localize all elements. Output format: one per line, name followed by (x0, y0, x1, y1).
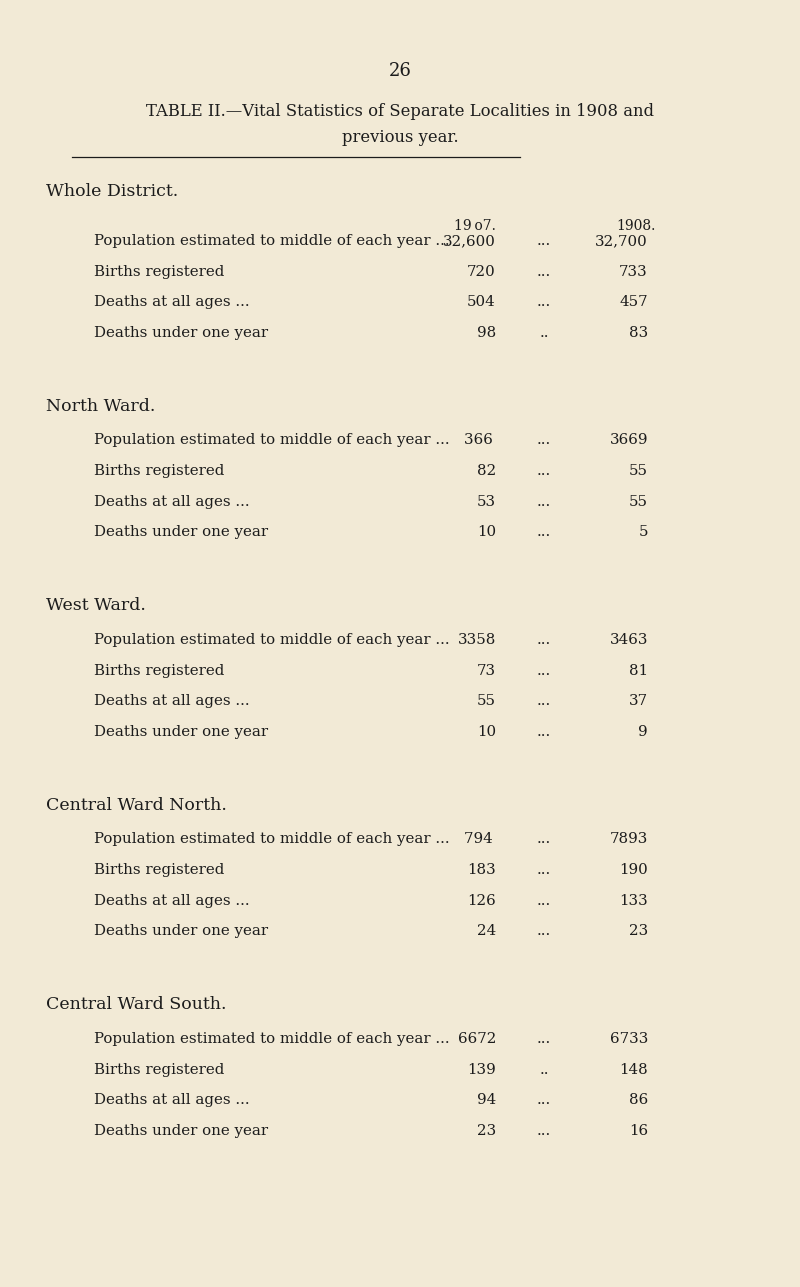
Text: 733: 733 (619, 265, 648, 278)
Text: 5: 5 (638, 525, 648, 539)
Text: previous year.: previous year. (342, 129, 458, 145)
Text: 10: 10 (477, 525, 496, 539)
Text: 457: 457 (619, 295, 648, 309)
Text: ...: ... (537, 924, 551, 938)
Text: Births registered: Births registered (94, 664, 225, 677)
Text: ...: ... (537, 434, 551, 448)
Text: 86: 86 (629, 1093, 648, 1107)
Text: ...: ... (537, 1093, 551, 1107)
Text: TABLE II.—Vital Statistics of Separate Localities in 1908 and: TABLE II.—Vital Statistics of Separate L… (146, 103, 654, 120)
Text: ...: ... (537, 664, 551, 677)
Text: 794: 794 (464, 833, 496, 847)
Text: West Ward.: West Ward. (46, 597, 146, 614)
Text: 148: 148 (619, 1063, 648, 1076)
Text: Deaths at all ages ...: Deaths at all ages ... (94, 893, 250, 907)
Text: 19 o7.: 19 o7. (454, 219, 496, 233)
Text: 3669: 3669 (610, 434, 648, 448)
Text: ...: ... (537, 1124, 551, 1138)
Text: 94: 94 (477, 1093, 496, 1107)
Text: ..: .. (539, 1063, 549, 1076)
Text: 3358: 3358 (458, 633, 496, 647)
Text: Deaths under one year: Deaths under one year (94, 924, 269, 938)
Text: 9: 9 (638, 725, 648, 739)
Text: 504: 504 (467, 295, 496, 309)
Text: Births registered: Births registered (94, 265, 225, 278)
Text: 16: 16 (629, 1124, 648, 1138)
Text: ...: ... (537, 525, 551, 539)
Text: 53: 53 (477, 494, 496, 508)
Text: 24: 24 (477, 924, 496, 938)
Text: Central Ward South.: Central Ward South. (46, 996, 227, 1013)
Text: ...: ... (537, 295, 551, 309)
Text: ...: ... (537, 1032, 551, 1046)
Text: 10: 10 (477, 725, 496, 739)
Text: 73: 73 (477, 664, 496, 677)
Text: Deaths at all ages ...: Deaths at all ages ... (94, 295, 250, 309)
Text: ...: ... (537, 465, 551, 477)
Text: Deaths at all ages ...: Deaths at all ages ... (94, 694, 250, 708)
Text: ...: ... (537, 234, 551, 248)
Text: ...: ... (537, 725, 551, 739)
Text: 7893: 7893 (610, 833, 648, 847)
Text: ...: ... (537, 833, 551, 847)
Text: Population estimated to middle of each year ...: Population estimated to middle of each y… (94, 833, 450, 847)
Text: 55: 55 (629, 494, 648, 508)
Text: 720: 720 (467, 265, 496, 278)
Text: Population estimated to middle of each year ...: Population estimated to middle of each y… (94, 633, 450, 647)
Text: Deaths at all ages ...: Deaths at all ages ... (94, 494, 250, 508)
Text: 6672: 6672 (458, 1032, 496, 1046)
Text: ..: .. (539, 326, 549, 340)
Text: Births registered: Births registered (94, 465, 225, 477)
Text: 183: 183 (467, 864, 496, 876)
Text: 23: 23 (629, 924, 648, 938)
Text: Deaths under one year: Deaths under one year (94, 326, 269, 340)
Text: Births registered: Births registered (94, 864, 225, 876)
Text: 133: 133 (619, 893, 648, 907)
Text: 366: 366 (464, 434, 496, 448)
Text: ...: ... (537, 494, 551, 508)
Text: ...: ... (537, 265, 551, 278)
Text: ...: ... (537, 694, 551, 708)
Text: Population estimated to middle of each year ...: Population estimated to middle of each y… (94, 1032, 450, 1046)
Text: ...: ... (537, 893, 551, 907)
Text: 55: 55 (629, 465, 648, 477)
Text: 32,700: 32,700 (595, 234, 648, 248)
Text: 37: 37 (629, 694, 648, 708)
Text: 6733: 6733 (610, 1032, 648, 1046)
Text: 32,600: 32,600 (443, 234, 496, 248)
Text: 190: 190 (619, 864, 648, 876)
Text: ...: ... (537, 864, 551, 876)
Text: Central Ward North.: Central Ward North. (46, 797, 227, 813)
Text: ...: ... (537, 633, 551, 647)
Text: 83: 83 (629, 326, 648, 340)
Text: Births registered: Births registered (94, 1063, 225, 1076)
Text: Whole District.: Whole District. (46, 183, 178, 199)
Text: Deaths under one year: Deaths under one year (94, 725, 269, 739)
Text: Deaths under one year: Deaths under one year (94, 1124, 269, 1138)
Text: Deaths under one year: Deaths under one year (94, 525, 269, 539)
Text: 23: 23 (477, 1124, 496, 1138)
Text: 126: 126 (467, 893, 496, 907)
Text: 98: 98 (477, 326, 496, 340)
Text: 3463: 3463 (610, 633, 648, 647)
Text: 139: 139 (467, 1063, 496, 1076)
Text: Deaths at all ages ...: Deaths at all ages ... (94, 1093, 250, 1107)
Text: 1908.: 1908. (617, 219, 656, 233)
Text: North Ward.: North Ward. (46, 398, 156, 414)
Text: Population estimated to middle of each year ...: Population estimated to middle of each y… (94, 434, 450, 448)
Text: 82: 82 (477, 465, 496, 477)
Text: 55: 55 (477, 694, 496, 708)
Text: 81: 81 (629, 664, 648, 677)
Text: Population estimated to middle of each year ...: Population estimated to middle of each y… (94, 234, 450, 248)
Text: 26: 26 (389, 62, 411, 80)
